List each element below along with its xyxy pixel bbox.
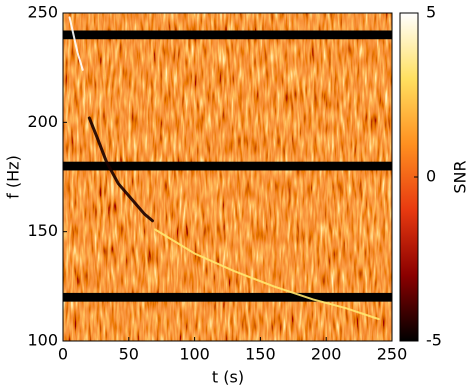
axes-frame [62,12,393,342]
signal-track [68,16,84,71]
noise-background [63,13,392,341]
colorbar-label: SNR [451,160,470,193]
x-tick-label: 100 [179,345,210,364]
y-tick-label: 250 [27,3,58,22]
x-tick-label: 0 [58,345,68,364]
notch-band [63,30,392,40]
plot-area [63,16,392,321]
signal-track [154,228,380,321]
notch-band [63,161,392,171]
x-tick-label: 50 [119,345,139,364]
x-axis-label: t (s) [212,368,244,387]
x-tick-label: 150 [245,345,276,364]
y-tick-label: 100 [27,331,58,350]
colorbar-tick-label: 0 [426,167,436,186]
x-tick-label: 250 [377,345,408,364]
y-axis-label: f (Hz) [4,155,23,199]
x-tick-label: 200 [311,345,342,364]
y-tick-label: 200 [27,112,58,131]
colorbar-tick-label: -5 [426,331,442,350]
colorbar-tick-label: 5 [426,3,436,22]
y-tick-label: 150 [27,221,58,240]
signal-track [87,116,154,223]
notch-band [63,292,392,302]
